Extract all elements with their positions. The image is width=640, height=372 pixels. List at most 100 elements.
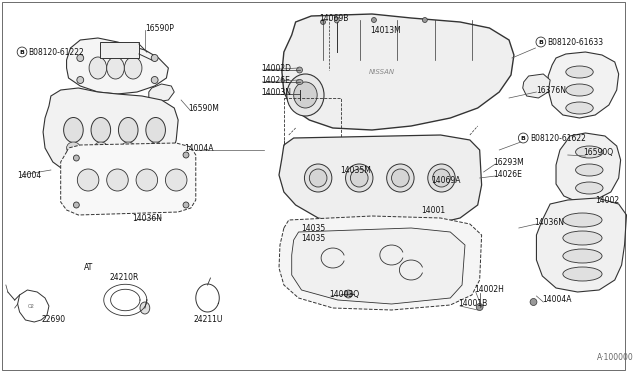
Text: 14035: 14035 [301, 234, 326, 243]
Text: 14004A: 14004A [184, 144, 214, 153]
Ellipse shape [124, 57, 142, 79]
Ellipse shape [575, 182, 603, 194]
Ellipse shape [563, 249, 602, 263]
Text: 14003Q: 14003Q [329, 289, 359, 298]
Text: 14002: 14002 [595, 196, 620, 205]
Text: AT: AT [84, 263, 93, 273]
Ellipse shape [151, 55, 158, 61]
Text: 14036N: 14036N [534, 218, 564, 227]
Polygon shape [43, 88, 178, 180]
Polygon shape [282, 14, 514, 130]
Ellipse shape [183, 202, 189, 208]
Bar [100, 42, 139, 58]
Ellipse shape [566, 66, 593, 78]
Text: 14003N: 14003N [261, 87, 291, 96]
Text: 14001: 14001 [421, 205, 445, 215]
Text: 16590Q: 16590Q [584, 148, 614, 157]
Ellipse shape [89, 57, 107, 79]
Ellipse shape [148, 142, 163, 154]
Ellipse shape [428, 164, 455, 192]
Ellipse shape [294, 82, 317, 108]
Ellipse shape [305, 164, 332, 192]
Text: 24211U: 24211U [194, 315, 223, 324]
Text: 16293M: 16293M [493, 157, 524, 167]
Ellipse shape [371, 17, 376, 22]
Ellipse shape [140, 302, 150, 314]
Text: 16590P: 16590P [145, 23, 173, 32]
Polygon shape [548, 52, 619, 118]
Text: B08120-61633: B08120-61633 [547, 38, 604, 46]
Ellipse shape [77, 55, 84, 61]
Ellipse shape [321, 19, 326, 25]
Polygon shape [61, 143, 196, 215]
Ellipse shape [146, 118, 165, 142]
Ellipse shape [563, 231, 602, 245]
Polygon shape [292, 228, 465, 304]
Text: B: B [538, 39, 543, 45]
Ellipse shape [77, 77, 84, 83]
Ellipse shape [392, 169, 409, 187]
Ellipse shape [575, 164, 603, 176]
Ellipse shape [151, 77, 158, 83]
Ellipse shape [566, 102, 593, 114]
Ellipse shape [422, 17, 428, 22]
Polygon shape [279, 135, 482, 228]
Text: O2: O2 [28, 305, 35, 310]
Ellipse shape [74, 202, 79, 208]
Polygon shape [536, 198, 627, 292]
Ellipse shape [287, 74, 324, 116]
Ellipse shape [94, 142, 108, 154]
Text: B08120-61622: B08120-61622 [530, 134, 586, 142]
Ellipse shape [530, 298, 537, 305]
Text: B: B [521, 135, 525, 141]
Text: 14035: 14035 [301, 224, 326, 232]
Ellipse shape [107, 169, 128, 191]
Ellipse shape [136, 169, 157, 191]
Polygon shape [148, 84, 174, 102]
Text: A·100000: A·100000 [597, 353, 634, 362]
Polygon shape [556, 133, 621, 202]
Ellipse shape [334, 17, 339, 23]
Ellipse shape [165, 169, 187, 191]
Text: B: B [20, 49, 24, 55]
Ellipse shape [296, 80, 303, 84]
Ellipse shape [433, 169, 451, 187]
Ellipse shape [107, 57, 124, 79]
Text: 14036N: 14036N [132, 214, 162, 222]
Text: 14002H: 14002H [474, 285, 504, 295]
Ellipse shape [344, 290, 353, 298]
Ellipse shape [122, 142, 135, 154]
Ellipse shape [183, 152, 189, 158]
Text: 22690: 22690 [41, 315, 65, 324]
Text: 14035M: 14035M [340, 166, 372, 174]
Ellipse shape [575, 146, 603, 158]
Ellipse shape [309, 169, 327, 187]
Ellipse shape [118, 118, 138, 142]
Text: 16590M: 16590M [188, 103, 219, 112]
Ellipse shape [296, 67, 303, 73]
Text: 14004A: 14004A [542, 295, 572, 305]
Text: 14002D: 14002D [261, 64, 291, 73]
Ellipse shape [351, 169, 368, 187]
Ellipse shape [74, 155, 79, 161]
Text: 14001B: 14001B [458, 299, 488, 308]
Ellipse shape [563, 267, 602, 281]
Text: 14069A: 14069A [431, 176, 460, 185]
Text: NISSAN: NISSAN [369, 69, 395, 75]
Text: 16376N: 16376N [536, 86, 566, 94]
Ellipse shape [91, 118, 111, 142]
Text: 14013M: 14013M [370, 26, 401, 35]
Polygon shape [67, 38, 168, 94]
Ellipse shape [566, 84, 593, 96]
Ellipse shape [346, 164, 373, 192]
Polygon shape [279, 216, 482, 310]
Text: 14069B: 14069B [319, 13, 349, 22]
Text: B08120-61222: B08120-61222 [29, 48, 84, 57]
Ellipse shape [387, 164, 414, 192]
Bar [284, 98, 340, 148]
Ellipse shape [63, 118, 83, 142]
Text: 14004: 14004 [18, 170, 42, 180]
Ellipse shape [563, 213, 602, 227]
Ellipse shape [77, 169, 99, 191]
Polygon shape [523, 74, 550, 98]
